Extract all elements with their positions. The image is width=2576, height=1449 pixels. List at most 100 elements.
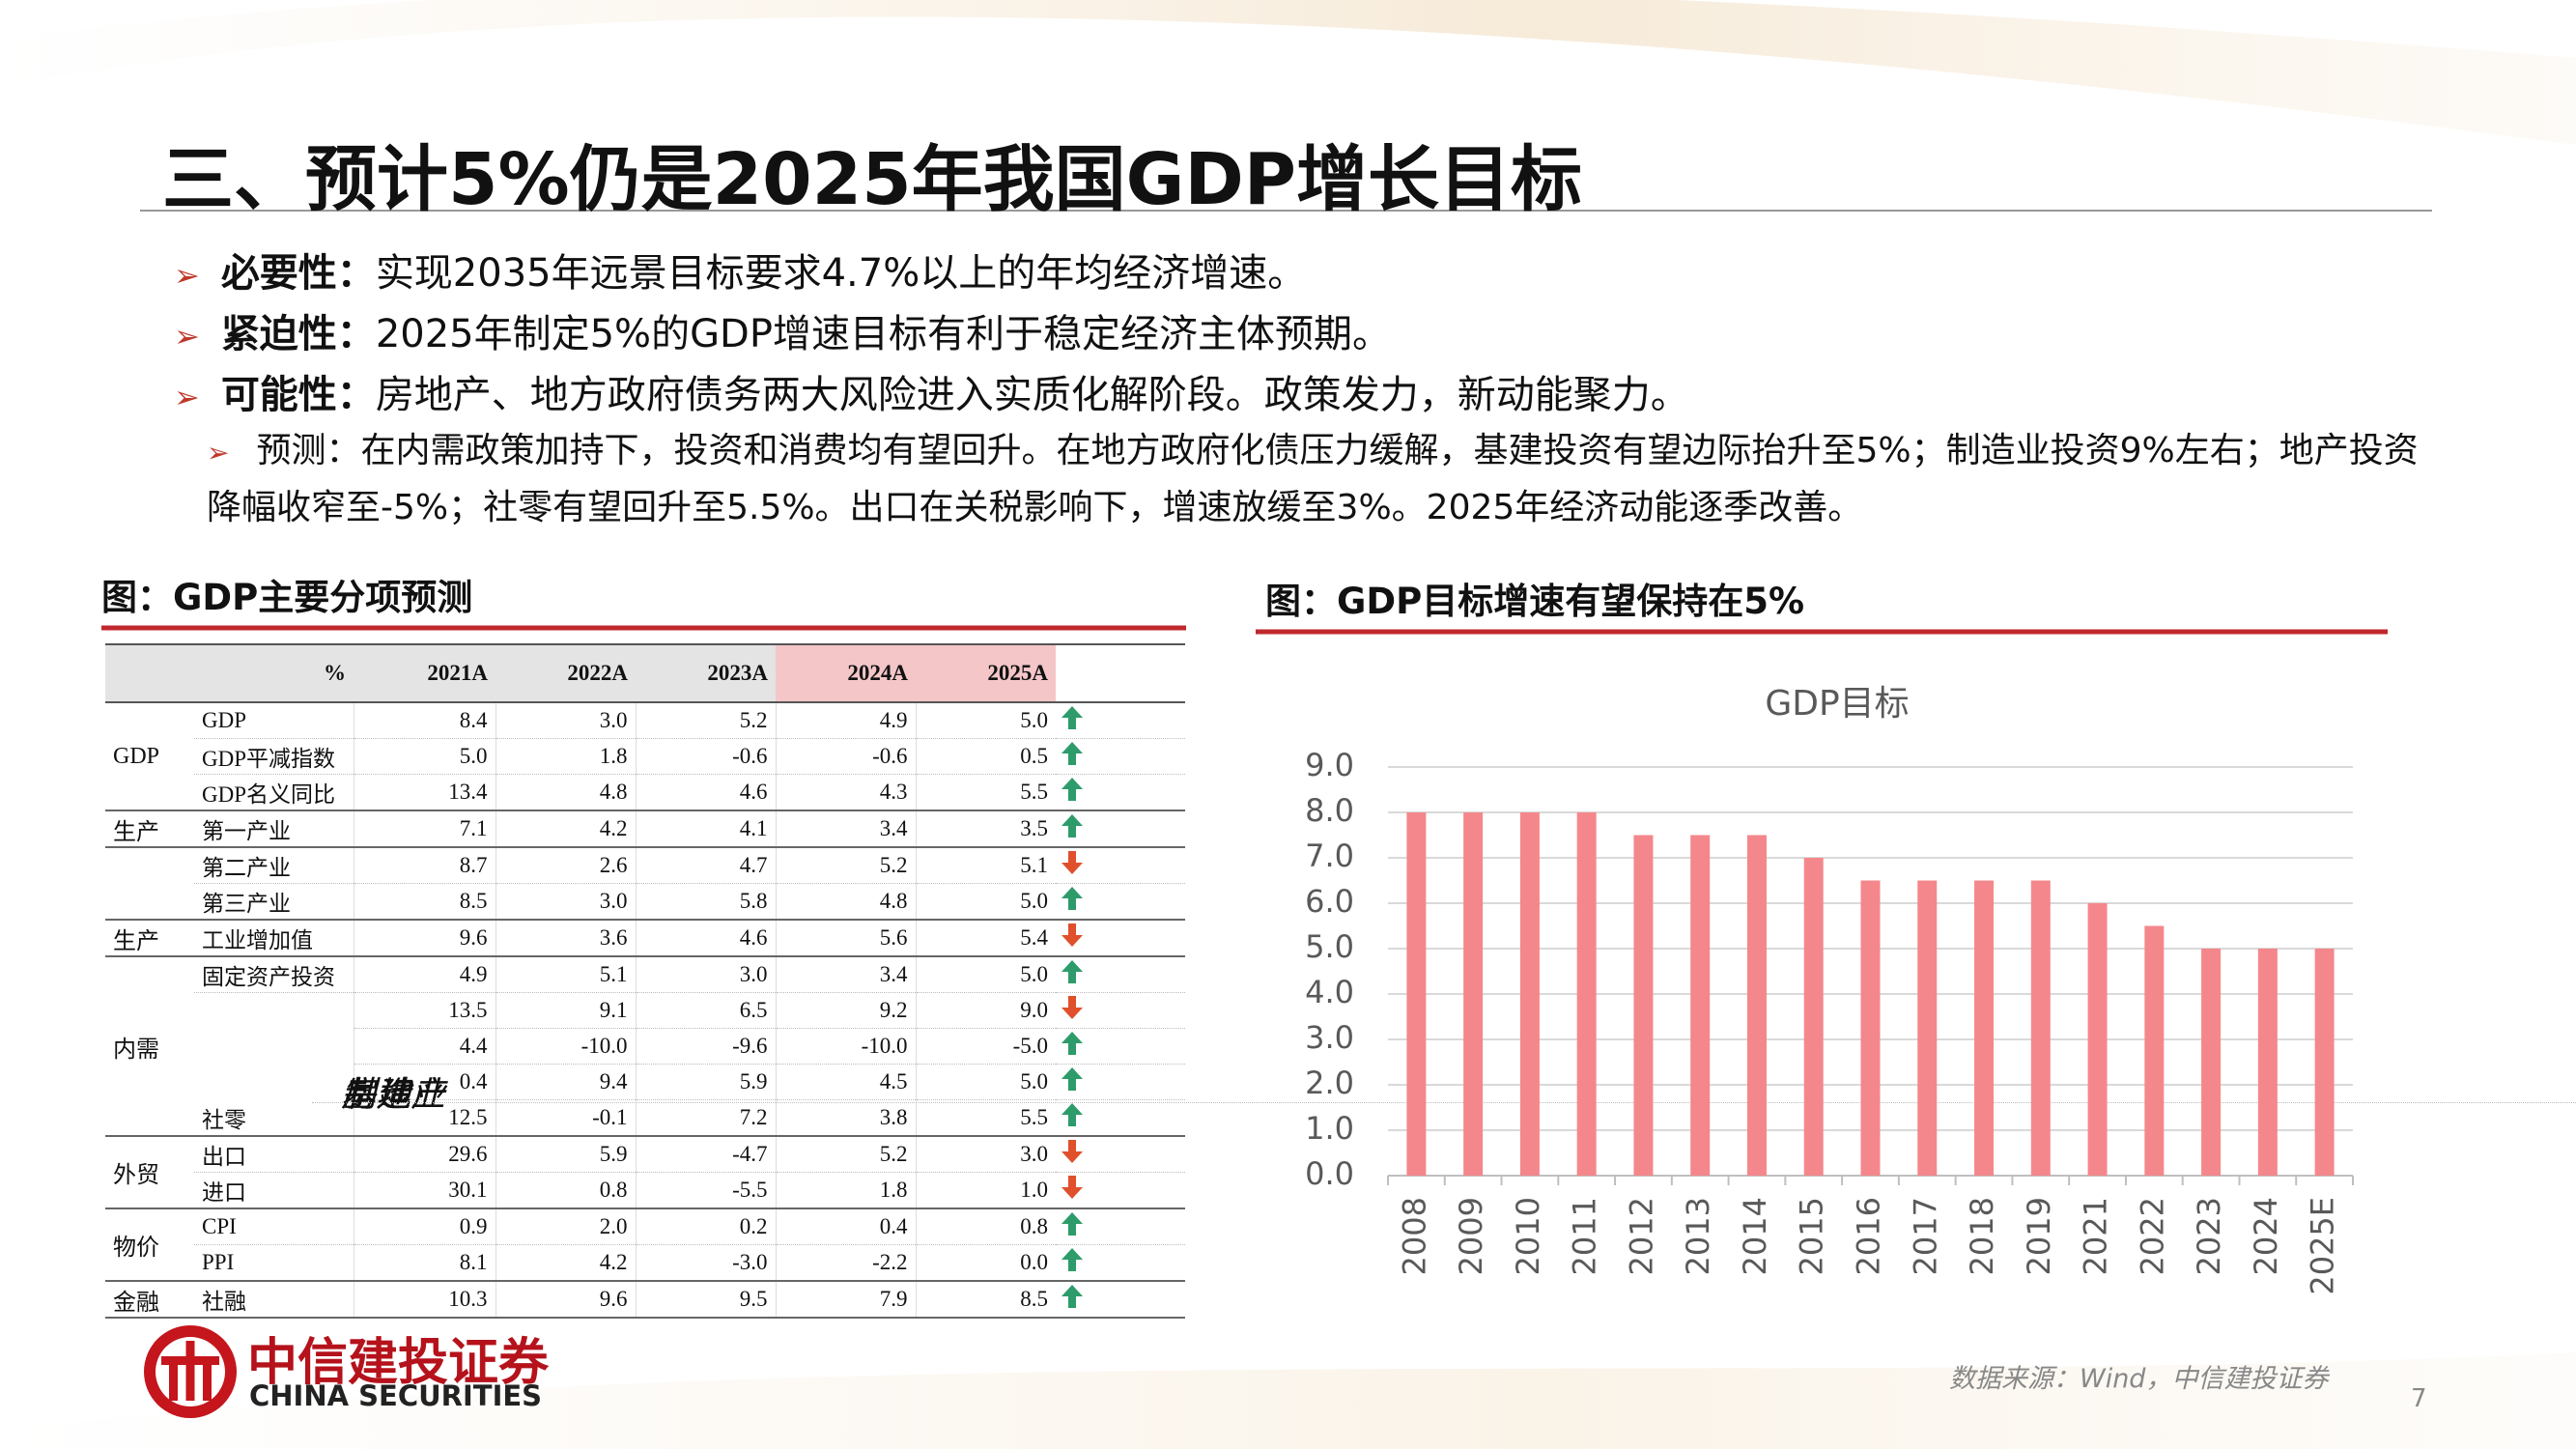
table-row: 第二产业 8.7 2.6 4.7 5.2 5.1 [105,847,1185,921]
header-cell-blank [1056,643,1185,703]
y-tick-label: 8.0 [1305,792,1354,829]
y-tick-label: 3.0 [1305,1019,1354,1056]
value-cell: 3.6 [495,920,636,957]
value-cell: 9.6 [353,920,495,957]
arrow-shape [1062,1212,1083,1236]
value-cell: 8.5 [353,883,495,921]
x-tick-label: 2025E [2305,1197,2341,1295]
logo-name: 中信建投证券 [247,1333,550,1392]
item-cell: 工业增加值 [194,920,354,957]
value-cell: 5.1 [495,956,636,993]
value-cell: 13.5 [353,992,495,1029]
value-cell: 5.9 [635,1064,776,1100]
value-cell: -10.0 [775,1028,916,1065]
trend-arrow-down [1062,1176,1083,1199]
header-cell: 2024A [776,643,916,703]
bar [1690,835,1711,1176]
value-cell: 3.0 [495,883,636,921]
value-cell: -0.6 [775,738,916,775]
bar [1746,835,1767,1176]
x-tick-label: 2022 [2134,1197,2170,1275]
value-cell: 4.8 [495,774,636,811]
group-cell: 内需 [105,956,194,1137]
sub-bullet: ➢ 预测：在内需政策加持下，投资和消费均有望回升。在地方政府化债压力缓解，基建投资… [207,431,2419,527]
value-cell: 5.0 [353,738,495,775]
y-tick-label: 4.0 [1305,974,1354,1010]
value-cell: 0.4 [353,1064,495,1100]
item-cell: 固定资产投资 [194,956,354,993]
trend-cell [1056,956,1185,993]
trend-cell [1056,883,1185,921]
x-tick-label: 2008 [1396,1197,1432,1275]
trend-arrow-up [1062,778,1083,801]
table-row: 进口 30.1 0.8 -5.5 1.8 1.0 [105,1172,1185,1209]
trend-cell [1056,774,1185,811]
value-cell: 9.6 [495,1281,636,1319]
value-cell: 30.1 [353,1172,495,1209]
item-cell: 第一产业 [194,810,354,848]
table-row: 内需 固定资产投资 4.9 5.1 3.0 3.4 5.0 [105,956,1185,1137]
sub-bullet-text: 预测：在内需政策加持下，投资和消费均有望回升。在地方政府化债压力缓解，基建投资有… [207,431,2419,527]
value-cell: 4.2 [495,1244,636,1282]
bar [1406,812,1427,1176]
bullet-text: 房地产、地方政府债务两大风险进入实质化解阶段。政策发力，新动能聚力。 [375,373,1689,417]
item-cell: CPI [194,1208,354,1245]
value-cell: 8.4 [353,702,495,739]
item-cell: GDP [194,702,354,739]
group-cell [105,847,194,921]
header-cell: 2023A [636,643,776,703]
value-cell: -0.6 [635,738,776,775]
item-cell: 出口 [194,1136,354,1173]
value-cell: -5.5 [635,1172,776,1209]
page-number: 7 [2411,1384,2427,1413]
arrow-shape [1062,1067,1083,1091]
y-tick-label: 9.0 [1305,747,1354,783]
x-tick-label: 2024 [2248,1197,2284,1275]
value-cell: 4.2 [495,810,636,848]
arrow-shape [1062,742,1083,765]
x-tick-label: 2017 [1907,1197,1943,1275]
value-cell: -5.0 [915,1028,1056,1065]
arrow-shape [1062,996,1083,1019]
table-row: GDP平减指数 5.0 1.8 -0.6 -0.6 0.5 [105,738,1185,775]
value-cell: 3.0 [495,702,636,739]
value-cell: -2.2 [775,1244,916,1282]
trend-cell [1056,702,1185,739]
value-cell: 0.5 [915,738,1056,775]
arrow-shape [1062,1140,1083,1163]
item-cell: PPI [194,1244,354,1282]
x-tick-label: 2016 [1851,1197,1887,1275]
value-cell: 4.9 [775,702,916,739]
value-cell: 5.0 [915,883,1056,921]
item-cell: 社零 [194,1099,354,1137]
value-cell: 4.9 [353,956,495,993]
bullet-text: 2025年制定5%的GDP增速目标有利于稳定经济主体预期。 [375,312,1391,356]
value-cell: 9.1 [495,992,636,1029]
bar [1576,812,1597,1176]
value-cell: 5.0 [915,702,1056,739]
y-tick-label: 5.0 [1305,928,1354,965]
bar [1917,880,1938,1176]
value-cell: 9.4 [495,1064,636,1100]
group-cell: 金融 [105,1281,194,1319]
trend-cell [1056,847,1185,884]
trend-arrow-down [1062,851,1083,874]
trend-cell [1056,1244,1185,1282]
value-cell: 5.5 [915,774,1056,811]
table-row: 外贸 出口 29.6 5.9 -4.7 5.2 3.0 [105,1136,1185,1209]
arrow-shape [1062,1103,1083,1126]
value-cell: 6.5 [635,992,776,1029]
value-cell: 3.5 [915,810,1056,848]
bar [1633,835,1654,1176]
trend-arrow-up [1062,706,1083,729]
title: 三、预计5%仍是2025年我国GDP增长目标 [162,138,1582,221]
trend-arrow-down [1062,996,1083,1019]
value-cell: 3.4 [775,810,916,848]
value-cell: -10.0 [495,1028,636,1065]
value-cell: 5.2 [635,702,776,739]
value-cell: 9.2 [775,992,916,1029]
trend-arrow-down [1062,1140,1083,1163]
value-cell: 5.2 [775,1136,916,1173]
value-cell: 2.0 [495,1208,636,1245]
bar [2030,880,2051,1176]
